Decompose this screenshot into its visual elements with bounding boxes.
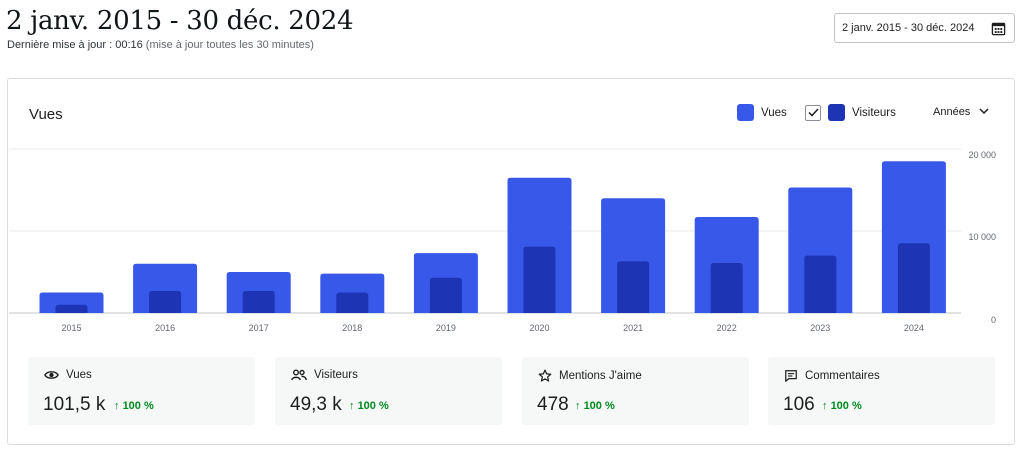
stat-card-comments[interactable]: Commentaires 106 ↑ 100 % — [768, 357, 995, 425]
stat-change-comments: ↑ 100 % — [822, 400, 862, 412]
period-select[interactable]: Années — [933, 106, 989, 118]
bar-visitors — [710, 262, 743, 313]
stat-value-comments: 106 — [783, 394, 815, 415]
legend-item-visitors: Visiteurs — [805, 104, 896, 121]
date-range-label: 2 janv. 2015 - 30 déc. 2024 — [842, 22, 975, 34]
calendar-icon — [991, 21, 1006, 36]
comment-icon — [784, 369, 798, 383]
x-tick-label: 2017 — [249, 323, 269, 333]
stat-label-visitors: Visiteurs — [314, 369, 358, 381]
stat-change-value: 100 % — [830, 400, 862, 412]
stat-card-views[interactable]: Vues 101,5 k ↑ 100 % — [28, 357, 255, 425]
bar-visitors — [55, 304, 88, 313]
legend-label-visitors: Visiteurs — [852, 106, 896, 119]
x-tick-label: 2016 — [155, 323, 175, 333]
stat-change-visitors: ↑ 100 % — [349, 400, 389, 412]
people-icon — [291, 369, 307, 381]
visitors-checkbox[interactable] — [805, 104, 821, 121]
stat-change-likes: ↑ 100 % — [575, 400, 615, 412]
x-tick-label: 2023 — [810, 323, 830, 333]
y-tick-label: 10 000 — [968, 232, 996, 242]
bar-visitors — [429, 277, 462, 313]
legend-item-views: Vues — [737, 104, 787, 121]
arrow-up-icon: ↑ — [114, 400, 123, 412]
arrow-up-icon: ↑ — [822, 400, 831, 412]
stat-label-comments: Commentaires — [805, 370, 880, 382]
y-tick-label: 0 — [991, 315, 996, 325]
stat-change-value: 100 % — [583, 400, 615, 412]
x-tick-label: 2024 — [904, 323, 924, 333]
stat-label-views: Vues — [66, 369, 92, 381]
x-tick-label: 2020 — [529, 323, 549, 333]
date-range-picker[interactable]: 2 janv. 2015 - 30 déc. 2024 — [834, 13, 1015, 43]
x-tick-label: 2019 — [436, 323, 456, 333]
x-tick-label: 2021 — [623, 323, 643, 333]
stat-card-likes[interactable]: Mentions J'aime 478 ↑ 100 % — [522, 357, 749, 425]
period-select-label: Années — [933, 106, 971, 118]
stat-card-visitors[interactable]: Visiteurs 49,3 k ↑ 100 % — [275, 357, 502, 425]
bar-visitors — [336, 292, 369, 313]
x-tick-label: 2018 — [342, 323, 362, 333]
legend-label-views: Vues — [761, 106, 787, 119]
star-icon — [538, 369, 552, 383]
chart-title: Vues — [29, 106, 63, 123]
chevron-down-icon — [970, 106, 989, 118]
legend-swatch-visitors — [828, 104, 845, 121]
update-frequency-note: (mise à jour toutes les 30 minutes) — [145, 39, 314, 51]
eye-icon — [44, 369, 59, 381]
x-tick-label: 2022 — [717, 323, 737, 333]
bar-visitors — [804, 255, 837, 313]
page-title: 2 janv. 2015 - 30 déc. 2024 — [6, 6, 354, 36]
bar-visitors — [242, 290, 275, 313]
bar-visitors — [617, 261, 650, 313]
bar-visitors — [149, 290, 182, 313]
stat-value-views: 101,5 k — [43, 394, 106, 415]
legend-swatch-views — [737, 104, 754, 121]
bar-visitors — [523, 246, 556, 313]
stat-value-likes: 478 — [537, 394, 569, 415]
stat-label-likes: Mentions J'aime — [559, 370, 642, 382]
x-tick-label: 2015 — [61, 323, 81, 333]
stat-value-visitors: 49,3 k — [290, 394, 342, 415]
views-bar-chart: 0 10 000 20 000 2015 2016 2017 2018 2019 2020 202… — [9, 148, 996, 333]
y-tick-label: 20 000 — [968, 150, 996, 160]
arrow-up-icon: ↑ — [349, 400, 358, 412]
bar-visitors — [897, 243, 930, 313]
arrow-up-icon: ↑ — [575, 400, 584, 412]
stat-change-value: 100 % — [357, 400, 389, 412]
stats-card: Vues Vues Visiteurs Années 0 10 000 20 000… — [7, 78, 1015, 445]
last-update-info: Dernière mise à jour : 00:16 (mise à jou… — [7, 39, 314, 51]
stat-change-views: ↑ 100 % — [114, 400, 154, 412]
last-update-label: Dernière mise à jour : 00:16 — [7, 39, 143, 51]
stat-change-value: 100 % — [122, 400, 154, 412]
